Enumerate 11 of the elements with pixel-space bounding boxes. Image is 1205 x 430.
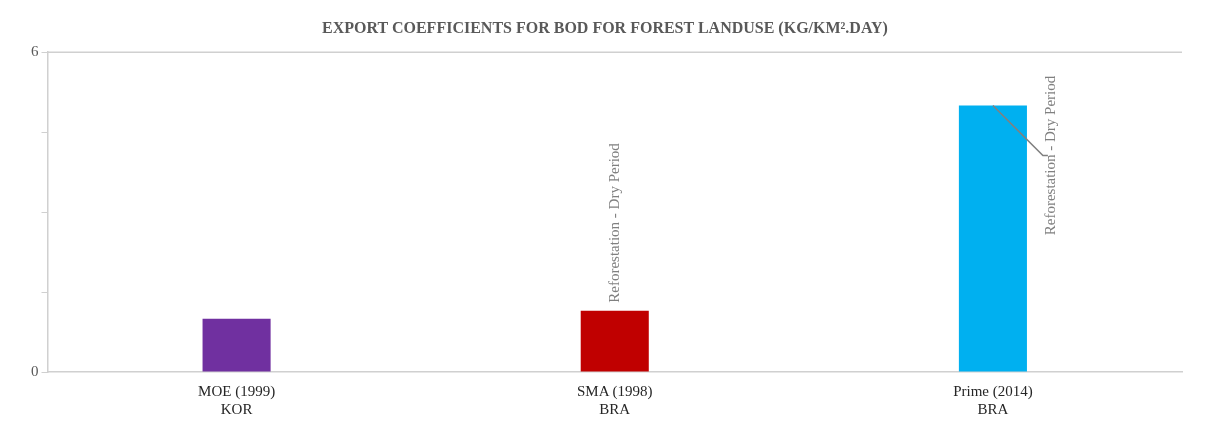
bar [580, 310, 649, 372]
chart-title: EXPORT COEFFICIENTS FOR BOD FOR FOREST LANDUSE (KG/KM².DAY) [322, 18, 888, 37]
bar [958, 105, 1027, 372]
y-tick-label: 0 [31, 362, 39, 379]
annotation: Reforestation - Dry Period [605, 142, 622, 303]
annotation: Reforestation - Dry Period [1041, 75, 1058, 236]
bar [202, 318, 271, 372]
x-tick-label: Prime (2014) BRA [953, 382, 1033, 417]
x-tick-label: MOE (1999) KOR [198, 382, 276, 417]
y-tick-label: 6 [31, 43, 39, 60]
x-tick-label: SMA (1998) BRA [577, 382, 653, 417]
